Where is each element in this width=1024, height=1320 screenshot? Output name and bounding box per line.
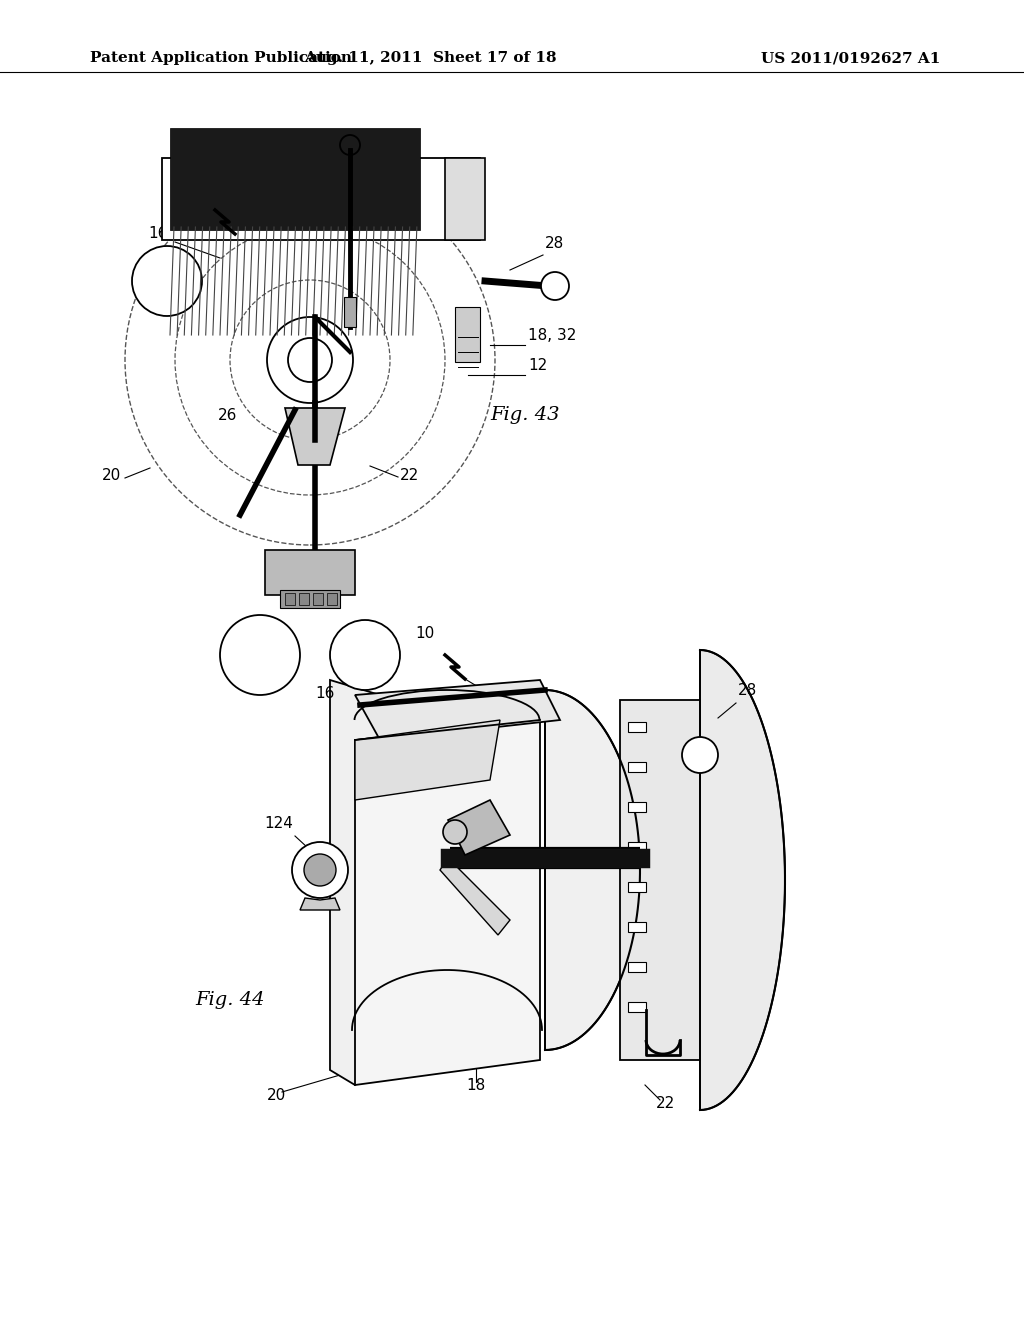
Polygon shape — [700, 649, 785, 1110]
Bar — [628, 962, 646, 972]
Text: 10: 10 — [175, 168, 195, 183]
Text: 28: 28 — [738, 682, 758, 698]
Text: 87: 87 — [413, 796, 432, 810]
Text: 28: 28 — [545, 236, 564, 251]
Circle shape — [292, 842, 348, 898]
Bar — [628, 921, 646, 932]
Bar — [280, 590, 340, 609]
Bar — [170, 128, 420, 230]
Text: 22: 22 — [656, 1096, 675, 1111]
Circle shape — [541, 272, 569, 300]
Text: Fig. 44: Fig. 44 — [195, 991, 264, 1008]
Bar — [313, 593, 323, 605]
Circle shape — [267, 317, 353, 403]
Text: 12: 12 — [528, 358, 547, 374]
Polygon shape — [355, 719, 540, 1085]
Text: 16: 16 — [148, 226, 167, 242]
Text: 20: 20 — [102, 469, 121, 483]
Bar — [455, 308, 480, 362]
Text: 26: 26 — [218, 408, 238, 422]
Bar — [162, 158, 480, 240]
Circle shape — [288, 338, 332, 381]
Polygon shape — [285, 408, 345, 465]
Circle shape — [443, 820, 467, 843]
Circle shape — [682, 737, 718, 774]
Text: US 2011/0192627 A1: US 2011/0192627 A1 — [761, 51, 940, 65]
Polygon shape — [545, 690, 640, 1049]
Circle shape — [220, 615, 300, 696]
Text: Fig. 43: Fig. 43 — [490, 407, 559, 424]
Bar — [628, 842, 646, 851]
Text: 20: 20 — [267, 1088, 287, 1104]
Text: 18, 32: 18, 32 — [528, 327, 577, 343]
Text: 22: 22 — [400, 469, 419, 483]
Polygon shape — [300, 898, 340, 909]
Polygon shape — [355, 719, 500, 800]
Polygon shape — [330, 680, 380, 1085]
Text: 10: 10 — [415, 626, 434, 642]
Bar — [265, 550, 355, 595]
Bar — [628, 722, 646, 733]
Text: 18: 18 — [466, 1078, 485, 1093]
Circle shape — [330, 620, 400, 690]
Text: Patent Application Publication: Patent Application Publication — [90, 51, 352, 65]
Bar — [445, 158, 485, 240]
Bar — [285, 593, 295, 605]
Text: Aug. 11, 2011  Sheet 17 of 18: Aug. 11, 2011 Sheet 17 of 18 — [304, 51, 556, 65]
Polygon shape — [449, 800, 510, 855]
Polygon shape — [440, 858, 510, 935]
Text: 124: 124 — [264, 816, 293, 832]
Polygon shape — [620, 700, 700, 1060]
Bar — [299, 593, 309, 605]
Text: 24: 24 — [300, 413, 319, 428]
Bar — [628, 1002, 646, 1012]
Bar — [628, 762, 646, 772]
Bar — [628, 882, 646, 892]
Bar — [344, 297, 356, 327]
Bar — [327, 593, 337, 605]
Text: 118, 120: 118, 120 — [360, 168, 427, 183]
Text: 34: 34 — [413, 826, 432, 841]
Bar — [628, 803, 646, 812]
Polygon shape — [355, 680, 560, 741]
Text: 16: 16 — [315, 686, 335, 701]
Circle shape — [132, 246, 202, 315]
Circle shape — [304, 854, 336, 886]
